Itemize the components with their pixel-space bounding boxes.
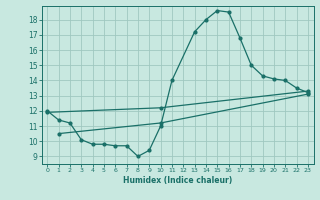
X-axis label: Humidex (Indice chaleur): Humidex (Indice chaleur) — [123, 176, 232, 185]
